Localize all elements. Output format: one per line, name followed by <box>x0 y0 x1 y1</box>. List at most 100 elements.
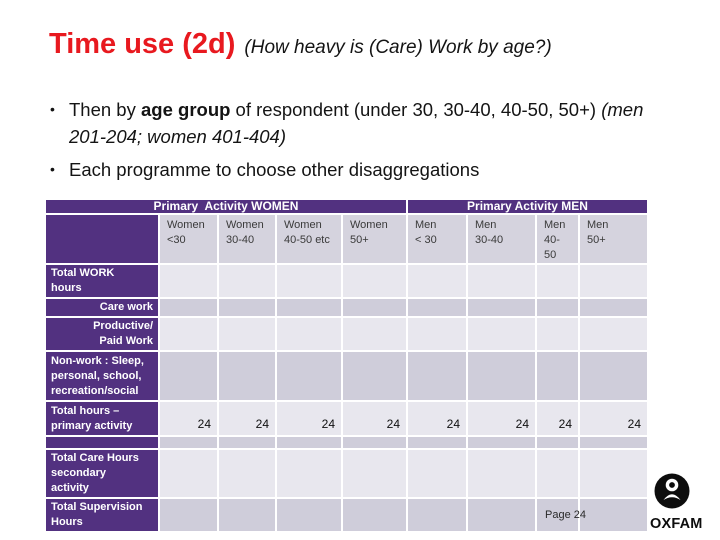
data-cell <box>219 499 275 531</box>
data-cell <box>468 499 535 531</box>
column-header-women-40-50: Women 40-50 etc <box>277 215 341 263</box>
band-header-women: Primary Activity WOMEN <box>46 200 406 213</box>
bullet-item-age-group: • Then by age group of respondent (under… <box>50 96 658 150</box>
value-cell: 24 <box>537 402 578 435</box>
bullet-text-italic: (men 201-204; women 401-404) <box>69 99 644 147</box>
bullet-list: • Then by age group of respondent (under… <box>50 96 658 189</box>
data-cell <box>160 318 217 350</box>
data-cell <box>408 499 466 531</box>
oxfam-wordmark: OXFAM <box>650 516 703 532</box>
time-use-table-wrapper: Primary Activity WOMEN Primary Activity … <box>44 198 649 533</box>
data-cell <box>537 318 578 350</box>
row-label-care-work: Care work <box>46 299 158 316</box>
row-label-total-supervision-hours: Total Supervision Hours <box>46 499 158 531</box>
data-cell <box>408 437 466 448</box>
data-cell <box>277 318 341 350</box>
bullet-icon: • <box>50 161 55 177</box>
row-label-total-work-hours: Total WORK hours <box>46 265 158 297</box>
page-number: Page 24 <box>545 509 586 521</box>
data-cell <box>219 318 275 350</box>
data-cell <box>219 265 275 297</box>
value-cell: 24 <box>408 402 466 435</box>
oxfam-logo: OXFAM <box>650 472 703 532</box>
value-cell: 24 <box>580 402 647 435</box>
row-label-non-work: Non-work : Sleep, personal, school, recr… <box>46 352 158 400</box>
data-cell <box>277 265 341 297</box>
data-cell <box>343 352 406 400</box>
value-cell: 24 <box>160 402 217 435</box>
row-label-productive-paid-work: Productive/ Paid Work <box>46 318 158 350</box>
data-cell <box>537 299 578 316</box>
bullet-text: Then by age group of respondent (under 3… <box>69 96 658 150</box>
data-cell <box>408 352 466 400</box>
data-cell <box>343 299 406 316</box>
data-cell <box>468 299 535 316</box>
data-cell <box>408 450 466 497</box>
data-cell <box>160 265 217 297</box>
data-cell <box>408 299 466 316</box>
row-label-total-care-hours-secondary: Total Care Hours secondary activity <box>46 450 158 497</box>
column-header-women-30-40: Women 30-40 <box>219 215 275 263</box>
data-cell <box>537 352 578 400</box>
data-cell <box>537 265 578 297</box>
value-cell: 24 <box>468 402 535 435</box>
data-cell <box>277 299 341 316</box>
corner-cell <box>46 215 158 263</box>
data-cell <box>277 352 341 400</box>
data-cell <box>160 437 217 448</box>
data-cell <box>580 265 647 297</box>
data-cell <box>580 299 647 316</box>
bullet-text-bold: age group <box>141 99 231 120</box>
value-cell: 24 <box>277 402 341 435</box>
column-header-men-40-50: Men 40-50 <box>537 215 578 263</box>
bullet-icon: • <box>50 101 55 117</box>
data-cell <box>160 352 217 400</box>
data-cell <box>277 450 341 497</box>
data-cell <box>580 450 647 497</box>
data-cell <box>580 318 647 350</box>
bullet-item-disaggregations: • Each programme to choose other disaggr… <box>50 156 658 183</box>
row-label-spacer <box>46 437 158 448</box>
row-label-total-hours-primary: Total hours – primary activity <box>46 402 158 435</box>
data-cell <box>343 318 406 350</box>
data-cell <box>537 450 578 497</box>
page-subtitle: (How heavy is (Care) Work by age?) <box>244 37 552 58</box>
data-cell <box>468 352 535 400</box>
time-use-table: Primary Activity WOMEN Primary Activity … <box>44 198 649 533</box>
page-title: Time use (2d) <box>49 28 236 60</box>
data-cell <box>219 299 275 316</box>
bullet-text-middle: of respondent (under 30, 30-40, 40-50, 5… <box>230 99 602 120</box>
data-cell <box>580 352 647 400</box>
band-header-men: Primary Activity MEN <box>408 200 647 213</box>
value-cell: 24 <box>219 402 275 435</box>
data-cell <box>277 437 341 448</box>
data-cell <box>468 265 535 297</box>
column-header-men-50plus: Men 50+ <box>580 215 647 263</box>
data-cell <box>580 499 647 531</box>
data-cell <box>160 299 217 316</box>
data-cell <box>468 450 535 497</box>
data-cell <box>408 318 466 350</box>
bullet-text-prefix: Then by <box>69 99 141 120</box>
data-cell <box>343 437 406 448</box>
data-cell <box>219 450 275 497</box>
bullet-text: Each programme to choose other disaggreg… <box>69 159 480 180</box>
data-cell <box>219 352 275 400</box>
data-cell <box>160 450 217 497</box>
column-header-men-u30: Men < 30 <box>408 215 466 263</box>
data-cell <box>277 499 341 531</box>
data-cell <box>160 499 217 531</box>
column-header-women-u30: Women <30 <box>160 215 217 263</box>
data-cell <box>537 499 578 531</box>
oxfam-person-icon <box>654 473 690 509</box>
column-header-men-30-40: Men 30-40 <box>468 215 535 263</box>
data-cell <box>408 265 466 297</box>
data-cell <box>343 450 406 497</box>
data-cell <box>468 437 535 448</box>
data-cell <box>468 318 535 350</box>
data-cell <box>343 265 406 297</box>
value-cell: 24 <box>343 402 406 435</box>
data-cell <box>219 437 275 448</box>
data-cell <box>343 499 406 531</box>
column-header-women-50plus: Women 50+ <box>343 215 406 263</box>
